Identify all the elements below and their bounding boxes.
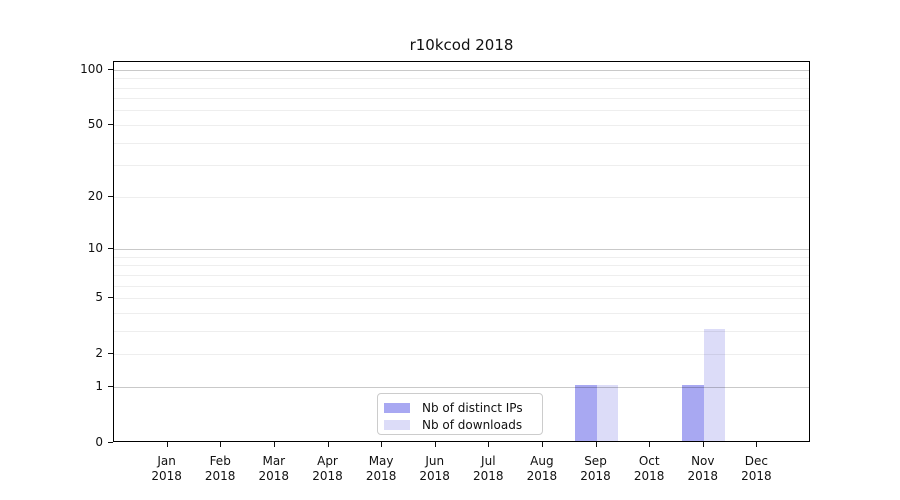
x-tick-mark-feb — [220, 442, 222, 447]
gridline-minor-7 — [114, 274, 809, 276]
y-tick-label-20: 20 — [87, 188, 103, 203]
y-tick-label-50: 50 — [87, 116, 103, 131]
gridline-minor-30 — [114, 165, 809, 167]
x-tick-month-dec: Dec — [744, 454, 768, 468]
gridline-minor-9 — [114, 256, 809, 258]
x-tick-mark-sep — [595, 442, 597, 447]
x-tick-label-apr: Apr 2018 — [296, 454, 360, 484]
y-tick-mark-100 — [108, 68, 113, 70]
y-tick-label-0: 0 — [95, 435, 103, 449]
y-tick-label-100: 100 — [80, 61, 103, 76]
x-tick-month-feb: Feb — [209, 454, 231, 468]
gridline-major-100 — [114, 69, 809, 71]
x-tick-label-jan: Jan 2018 — [135, 454, 199, 484]
x-tick-mark-dec — [756, 442, 758, 447]
x-tick-year-dec: 2018 — [741, 469, 772, 483]
x-tick-label-may: May 2018 — [349, 454, 413, 484]
legend: Nb of distinct IPs Nb of downloads — [377, 393, 543, 435]
x-tick-mark-apr — [327, 442, 329, 447]
gridline-minor-60 — [114, 110, 809, 112]
x-tick-month-may: May — [368, 454, 394, 468]
x-tick-label-sep: Sep 2018 — [564, 454, 628, 484]
x-tick-year-jul: 2018 — [473, 469, 504, 483]
grid-layer — [114, 62, 809, 441]
gridline-minor-80 — [114, 87, 809, 89]
x-tick-mark-oct — [649, 442, 651, 447]
x-tick-year-feb: 2018 — [204, 469, 236, 483]
gridline-minor-90 — [114, 78, 809, 80]
x-tick-month-oct: Oct — [638, 454, 660, 468]
x-tick-month-apr: Apr — [317, 454, 338, 468]
gridline-minor-50 — [114, 124, 809, 126]
legend-item-downloads: Nb of downloads — [384, 416, 535, 433]
x-tick-year-may: 2018 — [365, 469, 397, 483]
bar-sep-distinct-ips — [575, 384, 597, 441]
chart-title: r10kcod 2018 — [409, 36, 514, 54]
gridline-minor-4 — [114, 312, 809, 314]
y-tick-label-1: 1 — [95, 378, 103, 393]
gridline-minor-20 — [114, 196, 809, 198]
bar-nov-distinct-ips — [682, 384, 704, 441]
y-tick-mark-0 — [108, 442, 113, 443]
y-tick-mark-20 — [108, 195, 113, 197]
x-tick-label-jul: Jul 2018 — [456, 454, 520, 484]
gridline-minor-5 — [114, 298, 809, 299]
legend-label-downloads: Nb of downloads — [422, 417, 523, 432]
x-tick-year-nov: 2018 — [687, 469, 719, 483]
x-tick-label-aug: Aug 2018 — [510, 454, 574, 484]
y-tick-mark-5 — [108, 297, 113, 298]
y-tick-mark-2 — [108, 353, 113, 355]
gridline-minor-3 — [114, 330, 809, 332]
x-tick-year-oct: 2018 — [633, 469, 665, 483]
bars-layer — [114, 62, 809, 441]
x-tick-mark-jul — [488, 442, 490, 447]
x-tick-year-aug: 2018 — [526, 469, 558, 483]
x-tick-month-jan: Jan — [157, 454, 176, 468]
x-tick-month-aug: Aug — [530, 454, 554, 468]
bar-nov-downloads — [703, 328, 726, 441]
x-tick-month-jul: Jul — [481, 454, 496, 468]
x-tick-label-nov: Nov 2018 — [671, 454, 735, 484]
x-tick-mark-may — [381, 442, 383, 447]
gridline-major-1 — [114, 386, 809, 388]
x-tick-label-jun: Jun 2018 — [403, 454, 467, 484]
x-tick-month-nov: Nov — [691, 454, 715, 468]
x-tick-year-sep: 2018 — [580, 469, 611, 483]
x-tick-year-mar: 2018 — [258, 469, 290, 483]
gridline-minor-2 — [114, 354, 809, 356]
x-tick-mark-jun — [434, 442, 436, 447]
x-tick-mark-jan — [166, 442, 168, 447]
x-tick-month-mar: Mar — [262, 454, 286, 468]
legend-swatch-downloads — [384, 419, 410, 430]
y-tick-label-2: 2 — [95, 346, 103, 361]
x-tick-month-jun: Jun — [425, 454, 445, 468]
y-tick-mark-1 — [108, 385, 113, 387]
gridline-minor-40 — [114, 142, 809, 144]
legend-swatch-distinct-ips — [384, 402, 410, 413]
y-tick-mark-10 — [108, 248, 113, 249]
gridline-minor-8 — [114, 265, 809, 267]
legend-item-distinct-ips: Nb of distinct IPs — [384, 399, 535, 416]
x-tick-label-feb: Feb 2018 — [188, 454, 252, 484]
plot-area: Nb of distinct IPs Nb of downloads — [113, 61, 810, 442]
x-tick-mark-nov — [702, 442, 704, 447]
x-tick-label-dec: Dec 2018 — [724, 454, 788, 484]
gridline-major-10 — [114, 249, 809, 250]
gridline-minor-70 — [114, 98, 809, 100]
x-tick-mark-mar — [273, 442, 275, 447]
y-tick-label-5: 5 — [95, 290, 103, 304]
x-tick-label-oct: Oct 2018 — [617, 454, 681, 484]
y-tick-mark-50 — [108, 123, 113, 125]
x-tick-mark-aug — [541, 442, 543, 447]
gridline-minor-6 — [114, 285, 809, 287]
x-tick-year-jun: 2018 — [419, 469, 450, 483]
legend-label-distinct-ips: Nb of distinct IPs — [422, 400, 523, 415]
x-tick-label-mar: Mar 2018 — [242, 454, 306, 484]
x-tick-month-sep: Sep — [584, 454, 607, 468]
bar-sep-downloads — [596, 384, 618, 441]
x-tick-year-apr: 2018 — [312, 469, 343, 483]
x-tick-year-jan: 2018 — [151, 469, 182, 483]
y-tick-label-10: 10 — [87, 241, 103, 255]
